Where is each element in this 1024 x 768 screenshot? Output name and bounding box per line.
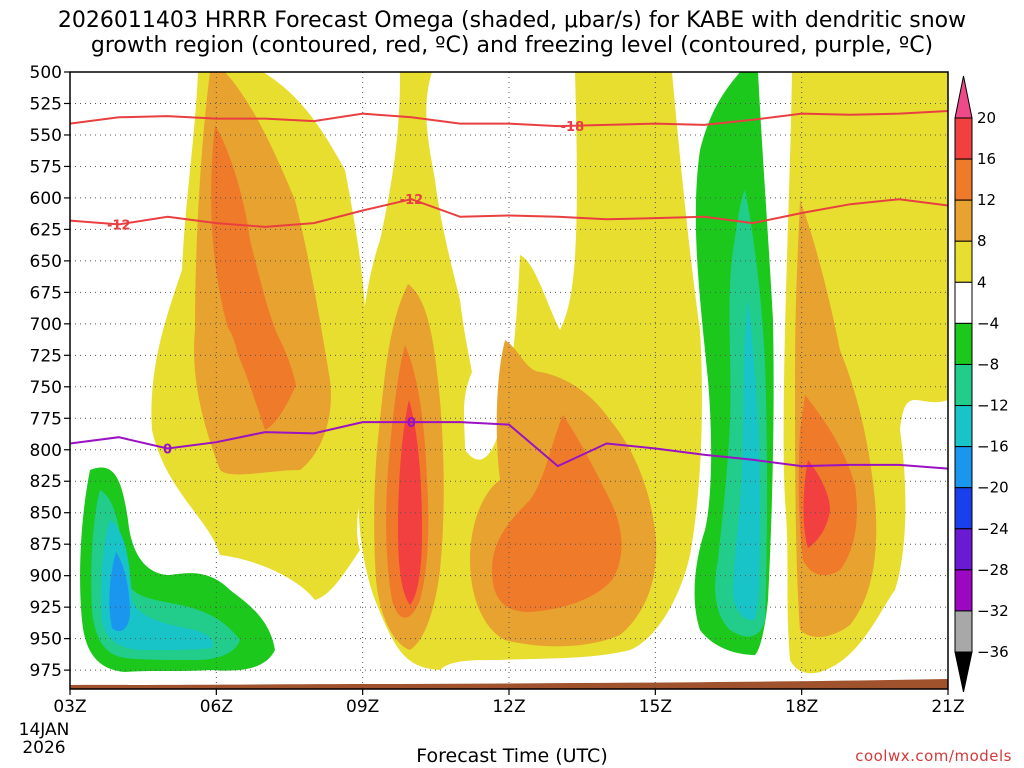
- x-tick-label: 09Z: [346, 697, 379, 717]
- colorbar-swatch: [954, 569, 973, 612]
- colorbar-label: 20: [977, 109, 996, 127]
- y-tick-label: 750: [30, 378, 62, 398]
- isotherm-minus12: [69, 198, 949, 228]
- terrain-ground: [70, 679, 948, 689]
- colorbar-swatch: [954, 528, 973, 571]
- x-axis-title: Forecast Time (UTC): [416, 745, 608, 767]
- isotherm-lines: -18 -12 -12 0 0: [69, 110, 949, 470]
- y-tick-label: 975: [30, 661, 62, 681]
- y-tick-label: 650: [30, 252, 62, 272]
- chart-title-line2: growth region (contoured, red, ºC) and f…: [90, 33, 934, 58]
- y-tick-label: 850: [30, 504, 62, 524]
- colorbar-swatch: [954, 446, 973, 489]
- y-tick-label: 825: [30, 472, 62, 492]
- x-tick-label: 21Z: [931, 697, 964, 717]
- colorbar-swatch: [954, 281, 973, 324]
- omega-blue-region: [109, 552, 130, 632]
- colorbar-label: −8: [977, 355, 999, 373]
- isotherm-minus18: [69, 110, 949, 128]
- y-tick-label: 900: [30, 567, 62, 587]
- y-tick-label: 550: [30, 126, 62, 146]
- colorbar-label: −4: [977, 314, 999, 332]
- omega-orange-region: [211, 125, 296, 430]
- colorbar-swatch: [954, 240, 973, 283]
- y-tick-label: 775: [30, 409, 62, 429]
- colorbar-label: −28: [977, 561, 1009, 579]
- omega-shading: [70, 72, 948, 689]
- colorbar: 20 16 12 8 4 −4 −8 −12 −16 −20 −24 −28 −32 −36: [954, 75, 1009, 693]
- omega-red-region: [803, 460, 830, 548]
- isotherm-minus12-label: -12: [400, 193, 424, 208]
- x-tick-label: 15Z: [639, 697, 672, 717]
- omega-orange-region: [492, 415, 622, 612]
- chart-title: 2026011403 HRRR Forecast Omega (shaded, …: [0, 8, 1024, 58]
- colorbar-label: −16: [977, 438, 1009, 456]
- colorbar-label: −24: [977, 520, 1009, 538]
- date-label-day: 14JAN: [19, 720, 70, 740]
- colorbar-swatch: [954, 363, 973, 407]
- colorbar-label: −12: [977, 397, 1009, 415]
- colorbar-label: 16: [977, 150, 996, 168]
- x-axis: 03Z 06Z 09Z 12Z 15Z 18Z 21Z: [53, 689, 965, 717]
- colorbar-label: 4: [977, 273, 987, 291]
- colorbar-label: −36: [977, 643, 1009, 661]
- freezing-level-0C-label: 0: [163, 442, 172, 457]
- colorbar-bottom-triangle: [954, 651, 973, 693]
- colorbar-label: −32: [977, 602, 1009, 620]
- freezing-level-0C: [69, 421, 949, 470]
- colorbar-swatch: [954, 322, 973, 365]
- colorbar-swatch: [954, 487, 973, 530]
- y-tick-label: 725: [30, 346, 62, 366]
- freezing-level-0C-label: 0: [407, 416, 416, 431]
- x-tick-label: 12Z: [492, 697, 525, 717]
- x-tick-label: 03Z: [53, 697, 86, 717]
- colorbar-label: 8: [977, 232, 987, 250]
- colorbar-label: 12: [977, 191, 996, 209]
- y-tick-label: 500: [30, 63, 62, 83]
- isotherm-minus12-label: -12: [107, 218, 131, 233]
- chart-title-line1: 2026011403 HRRR Forecast Omega (shaded, …: [57, 8, 967, 33]
- colorbar-top-triangle: [954, 75, 973, 119]
- date-label-year: 2026: [22, 738, 65, 758]
- x-tick-label: 06Z: [200, 697, 233, 717]
- colorbar-swatch: [954, 610, 973, 653]
- y-tick-label: 600: [30, 189, 62, 209]
- y-tick-label: 700: [30, 315, 62, 335]
- y-tick-label: 675: [30, 283, 62, 303]
- colorbar-swatch: [954, 158, 973, 201]
- colorbar-swatch: [954, 199, 973, 242]
- y-tick-label: 950: [30, 630, 62, 650]
- y-tick-label: 625: [30, 220, 62, 240]
- colorbar-swatch: [954, 405, 973, 448]
- colorbar-swatch: [954, 117, 973, 160]
- y-axis: 500 525 550 575 600 625 650 675 700 725 750 775 800 8…: [30, 63, 70, 681]
- x-tick-label: 18Z: [785, 697, 818, 717]
- omega-red-region: [398, 400, 422, 605]
- isotherm-minus18-label: -18: [561, 120, 585, 135]
- colorbar-label: −20: [977, 479, 1009, 497]
- y-tick-label: 800: [30, 441, 62, 461]
- credit-text: coolwx.com/models: [855, 747, 1012, 765]
- y-tick-label: 525: [30, 94, 62, 114]
- y-tick-label: 875: [30, 535, 62, 555]
- y-tick-label: 575: [30, 157, 62, 177]
- y-tick-label: 925: [30, 598, 62, 618]
